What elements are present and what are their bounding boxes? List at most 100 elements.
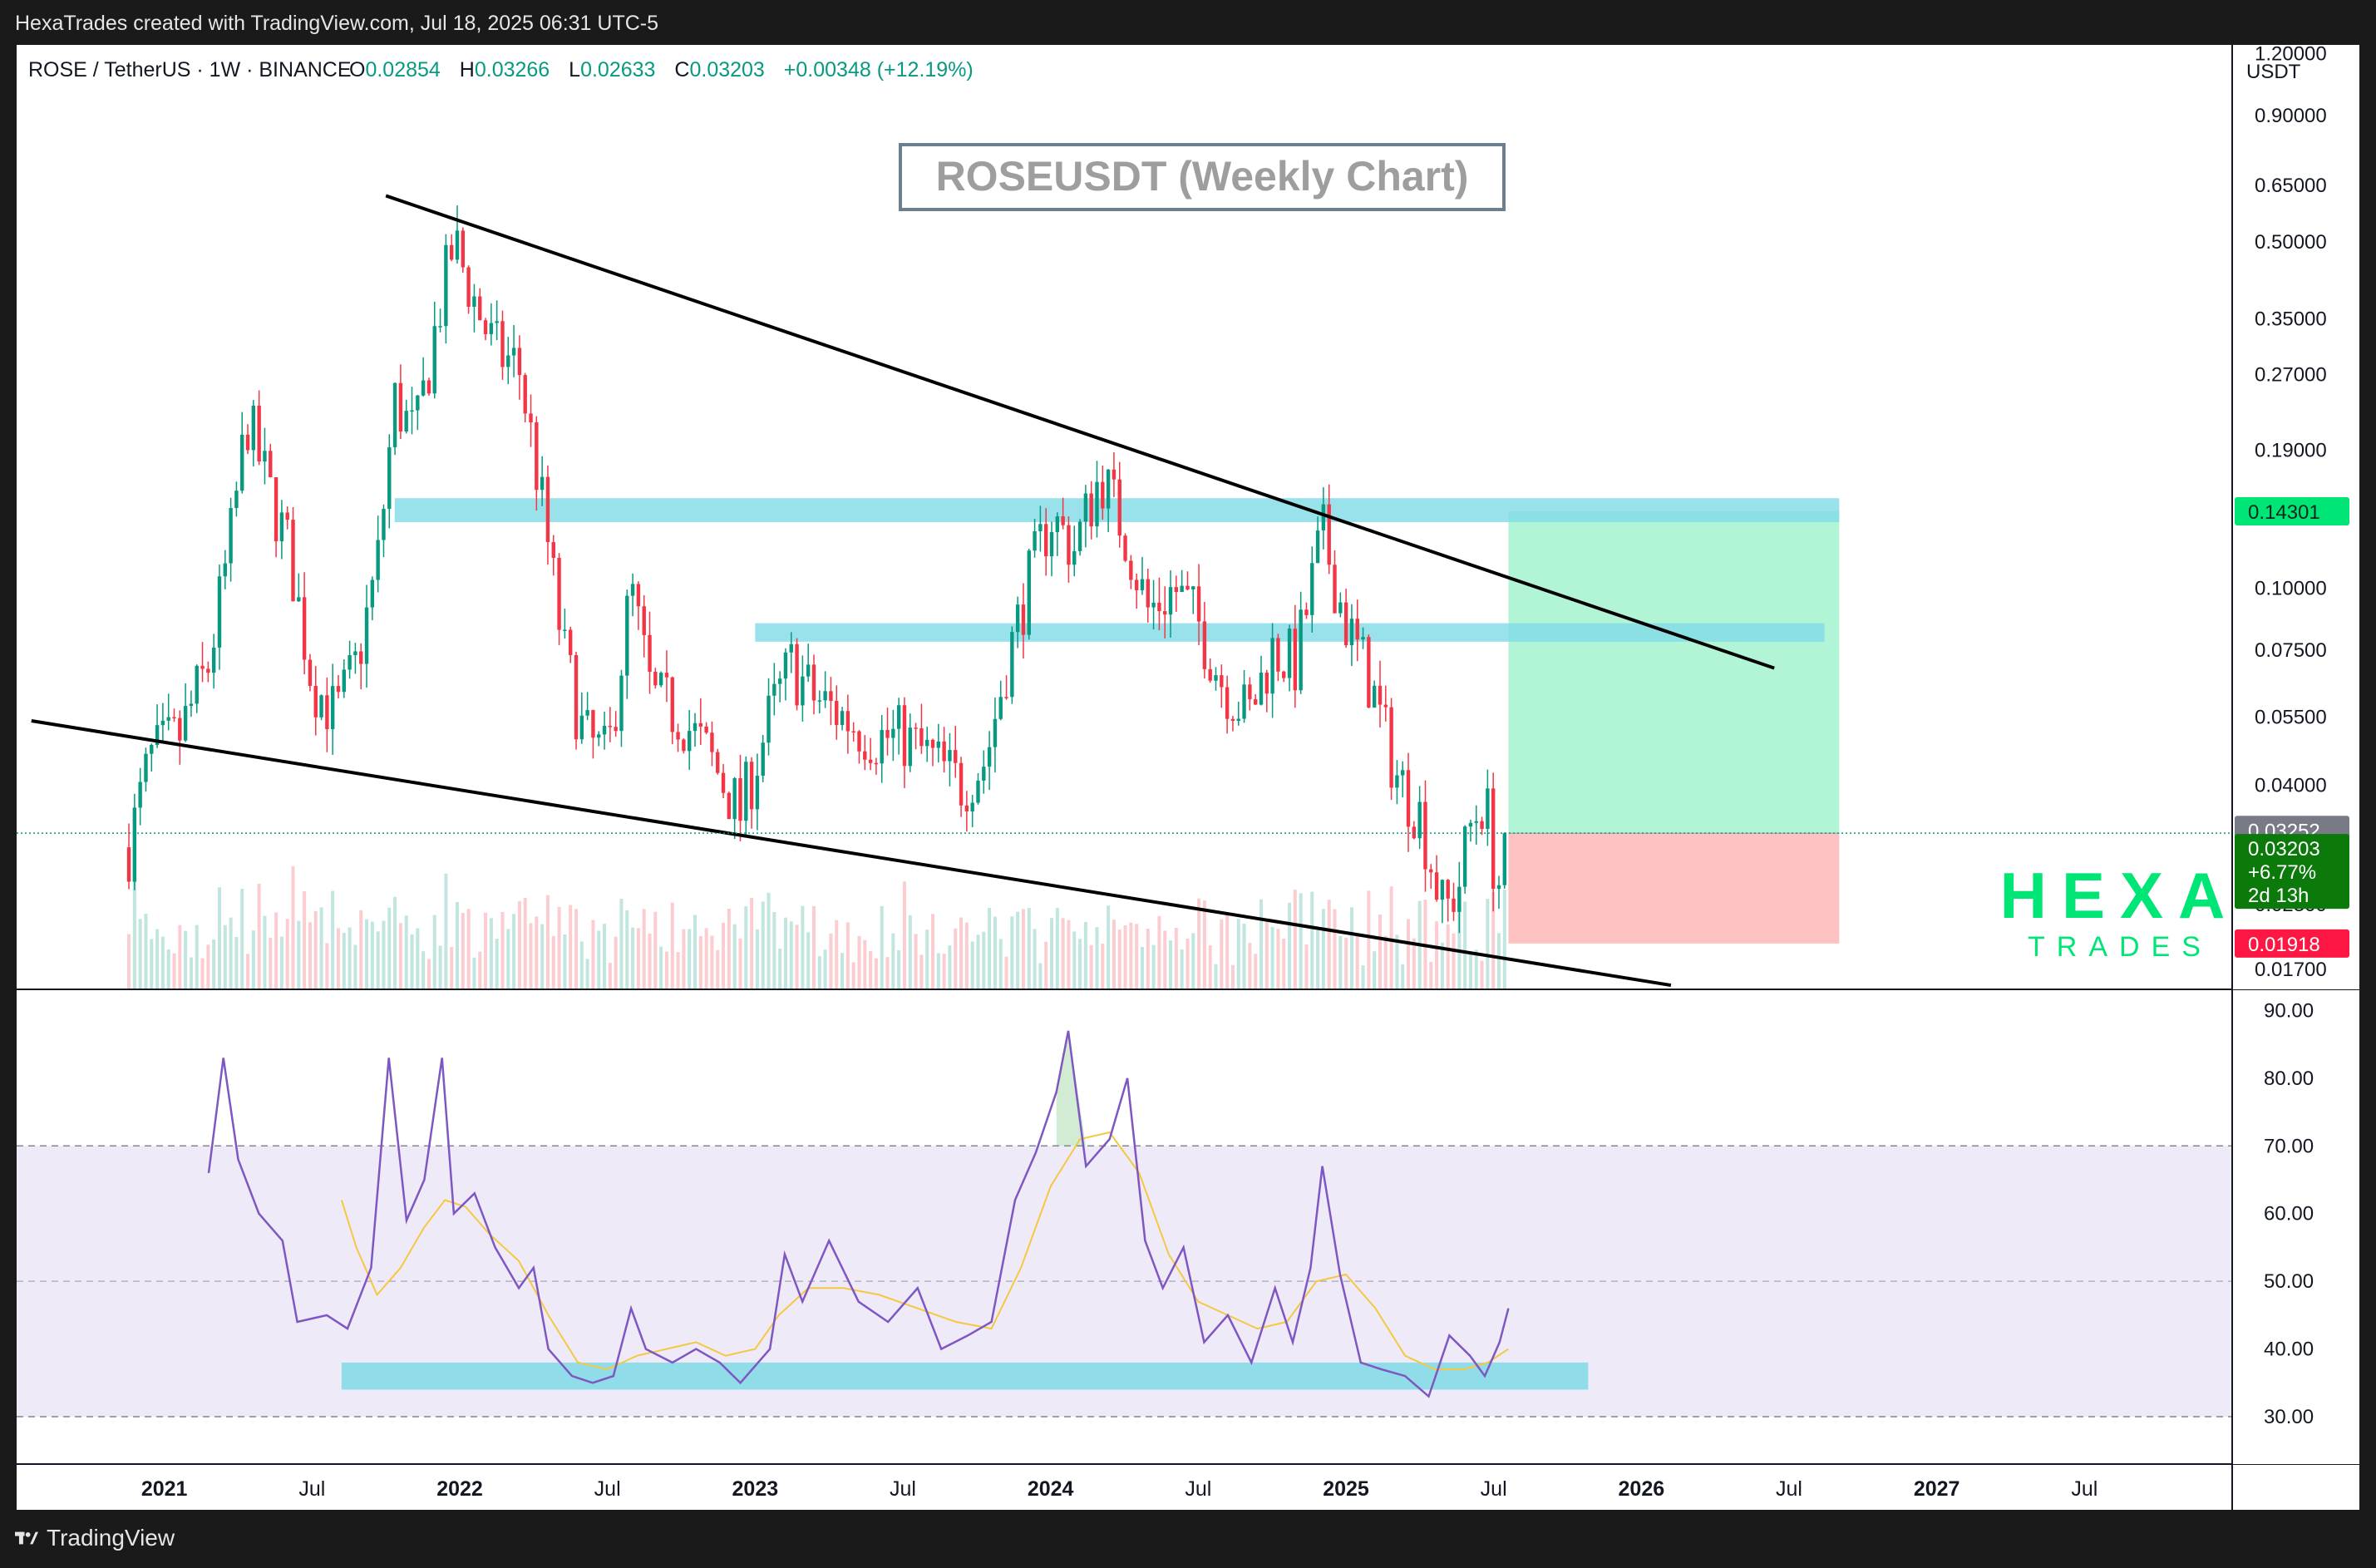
volume-bar <box>840 953 845 989</box>
candle-body <box>761 742 765 777</box>
price-tick-label: 0.05500 <box>2255 706 2327 728</box>
resistance-zone[interactable] <box>394 498 1840 523</box>
volume-bar <box>1407 919 1411 989</box>
candle-body <box>698 722 703 727</box>
volume-bar <box>466 909 471 989</box>
candle-body <box>353 651 357 655</box>
candle-body <box>1446 880 1450 899</box>
chart-svg[interactable]: ROSEUSDT (Weekly Chart) HEXA TRADES ROSE… <box>17 43 2359 1510</box>
volume-bar <box>1242 924 1246 989</box>
volume-bar <box>359 910 363 989</box>
volume-bar <box>223 925 227 989</box>
price-axis[interactable]: USDT 1.20000 0.90000 0.65000 0.50000 0.35000… <box>2233 43 2359 989</box>
candle-body <box>1038 524 1043 531</box>
volume-bar <box>506 929 510 989</box>
volume-bar <box>342 933 346 989</box>
candle-body <box>132 807 137 882</box>
stop-zone[interactable] <box>1508 833 1840 944</box>
candle-body <box>942 741 946 762</box>
time-axis[interactable]: 2021 Jul 2022 Jul 2023 Jul 2024 Jul 2025 Jul 2026 J… <box>141 1477 2097 1501</box>
candle-body <box>896 705 901 729</box>
volume-bar <box>976 934 980 989</box>
volume-bar <box>1123 925 1127 989</box>
candle-body <box>1333 565 1337 614</box>
price-tick-label: 0.10000 <box>2255 578 2327 600</box>
candle-body <box>438 326 442 328</box>
volume-bar <box>1480 960 1484 989</box>
long-position-tool[interactable] <box>1508 511 1840 944</box>
symbol-legend[interactable]: ROSE / TetherUS · 1W · BINANCE O0.02854 … <box>17 50 998 86</box>
volume-bar <box>1050 918 1054 989</box>
volume-bar <box>642 909 646 989</box>
candle-body <box>987 747 992 767</box>
candle-body <box>195 665 199 704</box>
volume-bar <box>716 949 720 989</box>
volume-bar <box>569 905 573 989</box>
time-tick-label: Jul <box>2071 1477 2097 1501</box>
target-zone[interactable] <box>1508 511 1840 834</box>
volume-bar <box>500 911 505 989</box>
volume-bar <box>382 920 386 989</box>
candle-body <box>269 451 273 478</box>
volume-bar <box>160 936 165 989</box>
volume-bar <box>778 949 782 989</box>
candle-body <box>630 584 635 596</box>
currency-label[interactable]: USDT <box>2246 61 2301 83</box>
rsi-pane[interactable] <box>17 1030 2232 1418</box>
volume-bar <box>308 922 312 989</box>
lower-trendline[interactable] <box>31 719 1672 988</box>
volume-bar <box>1304 944 1309 989</box>
price-pane[interactable] <box>17 194 2232 989</box>
candle-body <box>319 695 323 717</box>
upper-trendline[interactable] <box>385 194 1775 670</box>
svg-text:ROSE / TetherUS · 1W · BINANCE: ROSE / TetherUS · 1W · BINANCE <box>28 58 352 81</box>
candle-body <box>874 762 879 765</box>
volume-bar <box>1151 944 1156 989</box>
trendlines[interactable] <box>31 194 1775 988</box>
candle-body <box>263 451 267 462</box>
rsi-axis[interactable]: 90.00 80.00 70.00 60.00 50.00 40.00 30.00 <box>2233 990 2359 1464</box>
volume-bar <box>303 890 307 989</box>
candle-body <box>857 731 861 752</box>
candle-body <box>144 753 148 782</box>
candle-body <box>1299 609 1303 691</box>
tradingview-logo-icon <box>15 1531 38 1545</box>
candle-body <box>529 413 533 423</box>
volume-bar <box>914 934 918 989</box>
volume-bar <box>1044 941 1048 989</box>
rsi-support-zone[interactable] <box>341 1362 1589 1390</box>
candle-body <box>970 802 974 811</box>
candle-body <box>1412 826 1417 839</box>
volume-bar <box>869 950 873 989</box>
volume-bar <box>670 902 674 989</box>
volume-bar <box>1276 929 1280 989</box>
candle-body <box>1083 493 1088 522</box>
chart-frame[interactable]: ROSEUSDT (Weekly Chart) HEXA TRADES ROSE… <box>17 43 2359 1510</box>
volume-bar <box>1174 928 1178 989</box>
tradingview-logo[interactable]: TradingView <box>15 1525 175 1551</box>
volume-bar <box>682 929 686 989</box>
volume-bar <box>489 918 493 989</box>
volume-bar <box>398 923 402 989</box>
volume-bar <box>1230 964 1235 989</box>
volume-bar <box>608 963 612 989</box>
candle-body <box>727 792 732 820</box>
candle-body <box>551 542 555 559</box>
price-tick-label: 0.65000 <box>2255 175 2327 197</box>
time-tick-label: Jul <box>890 1477 916 1501</box>
candle-body <box>845 711 850 732</box>
candle-body <box>545 476 550 543</box>
legend-symbol[interactable]: ROSE / TetherUS · 1W · BINANCE <box>28 58 352 81</box>
volume-bar <box>1067 920 1071 989</box>
candle-body <box>387 446 392 509</box>
volume-bar <box>1208 945 1212 989</box>
volume-bar <box>1220 919 1224 989</box>
candle-body <box>223 563 227 577</box>
volume-bar <box>484 912 488 989</box>
candle-body <box>1061 516 1065 525</box>
volume-bar <box>653 911 658 989</box>
legend-high: 0.03266 <box>475 58 550 81</box>
candle-body <box>444 244 448 327</box>
volume-bar <box>1293 890 1297 989</box>
